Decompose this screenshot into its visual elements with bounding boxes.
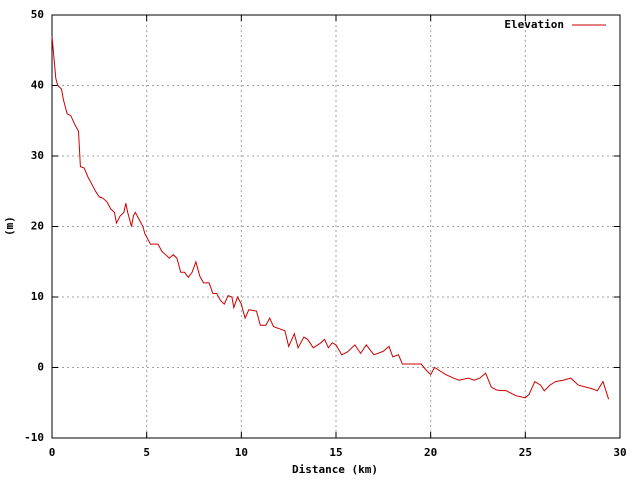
y-tick-label: 0 bbox=[37, 361, 44, 374]
plot-frame bbox=[51, 14, 621, 439]
y-tick-label: 50 bbox=[31, 8, 44, 21]
x-tick-label: 20 bbox=[424, 446, 437, 459]
data-line bbox=[51, 36, 610, 400]
y-tick-label: 10 bbox=[31, 290, 44, 303]
y-tick-label: 20 bbox=[31, 220, 44, 233]
x-tick-label: 0 bbox=[49, 446, 56, 459]
x-axis-label: Distance (km) bbox=[292, 463, 378, 476]
legend-label: Elevation bbox=[504, 18, 564, 31]
x-tick-label: 30 bbox=[613, 446, 626, 459]
x-tick-label: 5 bbox=[143, 446, 150, 459]
y-tick-label: -10 bbox=[24, 431, 44, 444]
x-tick-label: 10 bbox=[235, 446, 248, 459]
x-tick-label: 25 bbox=[519, 446, 532, 459]
y-tick-label: 40 bbox=[31, 79, 44, 92]
y-tick-label: 30 bbox=[31, 149, 44, 162]
x-tick-label: 15 bbox=[329, 446, 342, 459]
y-axis-label: (m) bbox=[3, 216, 16, 236]
